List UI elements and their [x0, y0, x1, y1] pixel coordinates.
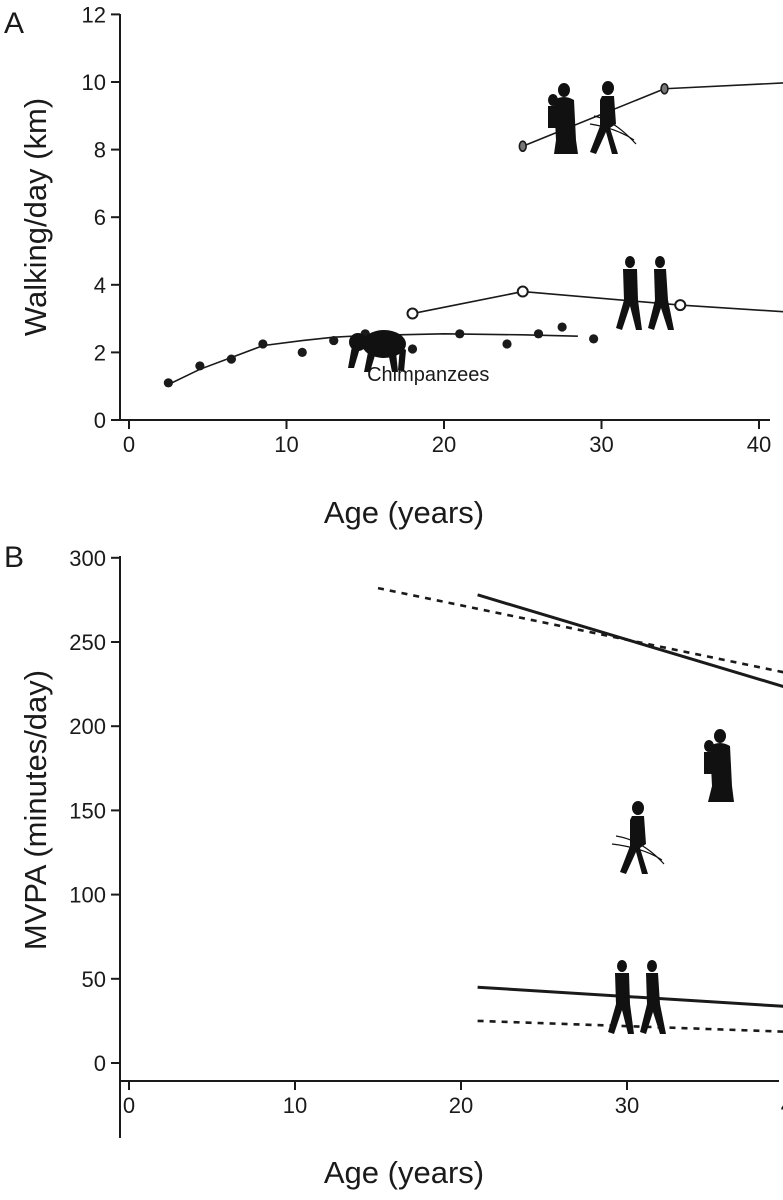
chimpanzees-point: [297, 347, 307, 357]
westerners-connector: [412, 290, 523, 315]
chimpanzees-point: [258, 339, 268, 349]
panel-b-y-tick-label: 250: [69, 630, 106, 655]
panel-a-x-tick-label: 0: [123, 432, 135, 457]
panel-b-x-tick-label: 20: [449, 1093, 473, 1118]
westerners-point: [406, 307, 419, 320]
hunter-gatherers-connector: [664, 82, 783, 90]
panel-b-y-tick-label: 50: [82, 967, 106, 992]
chimpanzees-point: [226, 354, 236, 364]
panel-a-y-tick-label: 4: [94, 273, 106, 298]
us-walkers-icon: [608, 960, 666, 1034]
chimpanzees-point: [533, 329, 544, 339]
chimpanzees-point: [589, 334, 599, 344]
panel-a-y-tick-label: 10: [82, 70, 106, 95]
hunter-gatherer-male-icon: [611, 801, 665, 874]
series-westerners: [406, 285, 783, 320]
hunter-gatherer-figures-icon: [548, 81, 637, 154]
panel-b-y-tick-label: 200: [69, 714, 106, 739]
panel-b-series: [377, 586, 783, 1033]
panel-b-y-tick-label: 150: [69, 798, 106, 823]
panel-b-y-axis-title: MVPA (minutes/day): [18, 670, 53, 950]
chimpanzees-point: [455, 329, 465, 339]
panel-a-y-axis-title: Walking/day (km): [18, 98, 53, 336]
westerners-connector: [680, 304, 783, 313]
panel-a-series: [163, 82, 783, 388]
panel-b-y-ticks: 0 50 100 150 200 250 300: [69, 546, 120, 1076]
panel-a-x-tick-label: 40: [747, 432, 771, 457]
panel-a-label: A: [4, 7, 24, 40]
chimpanzees-point: [329, 335, 339, 346]
western-walkers-icon: [616, 256, 674, 330]
chimpanzees-point: [557, 322, 567, 332]
panel-a-annotations: Hunter-gatherersWesternersChimpanzees: [367, 364, 489, 386]
panel-b-x-tick-label: 30: [615, 1093, 639, 1118]
panel-a-x-axis-title: Age (years): [324, 495, 484, 530]
panel-a-x-tick-label: 30: [589, 432, 613, 457]
series-chimpanzees: [163, 322, 599, 388]
hunter-gatherers-connector: [522, 88, 665, 147]
panel-b-y-tick-label: 100: [69, 883, 106, 908]
series-hunter-gatherers: [518, 82, 783, 153]
panel-b-x-ticks: 01020304050607080: [123, 1081, 783, 1118]
panel-a-y-tick-label: 8: [94, 138, 106, 163]
hunter-gatherer-female-icon: [704, 729, 734, 802]
panel-a-y-tick-label: 6: [94, 205, 106, 230]
panel-b-x-tick-label: 40: [781, 1093, 783, 1118]
panel-b-x-tick-label: 10: [283, 1093, 307, 1118]
panel-a-y-ticks: 0 2 4 6 8 10 12: [82, 2, 120, 433]
hunter-gatherer-males-trend-line: [477, 593, 783, 688]
chimpanzees-point: [195, 361, 205, 371]
westerners-connector: [522, 290, 681, 306]
panel-a-y-tick-label: 2: [94, 340, 106, 365]
panel-b-y-tick-label: 300: [69, 546, 106, 571]
chimpanzees-point: [407, 344, 418, 354]
panel-b-label: B: [4, 541, 24, 574]
panel-a-x-tick-label: 20: [432, 432, 456, 457]
westerners-point: [674, 299, 687, 312]
panel-a-x-ticks: 01020304050607080: [123, 420, 771, 457]
westerners-point: [516, 285, 529, 298]
annotation-chimpanzees: Chimpanzees: [367, 364, 489, 386]
chimpanzee-icon: [348, 330, 406, 372]
chimpanzees-point: [163, 378, 173, 388]
chimpanzees-fit-curve: [168, 333, 578, 386]
series-hunter-gatherer-males: [477, 593, 783, 688]
hunter-gatherers-point: [518, 140, 527, 153]
panel-a-y-tick-label: 0: [94, 408, 106, 433]
panel-a-y-tick-label: 12: [82, 2, 106, 27]
panel-a-x-tick-label: 10: [274, 432, 298, 457]
panel-b-y-tick-label: 0: [94, 1051, 106, 1076]
chimpanzees-point: [502, 339, 512, 349]
panel-b-x-axis-title: Age (years): [324, 1155, 484, 1190]
panel-b-x-tick-label: 0: [123, 1093, 135, 1118]
hunter-gatherers-point: [660, 82, 669, 95]
